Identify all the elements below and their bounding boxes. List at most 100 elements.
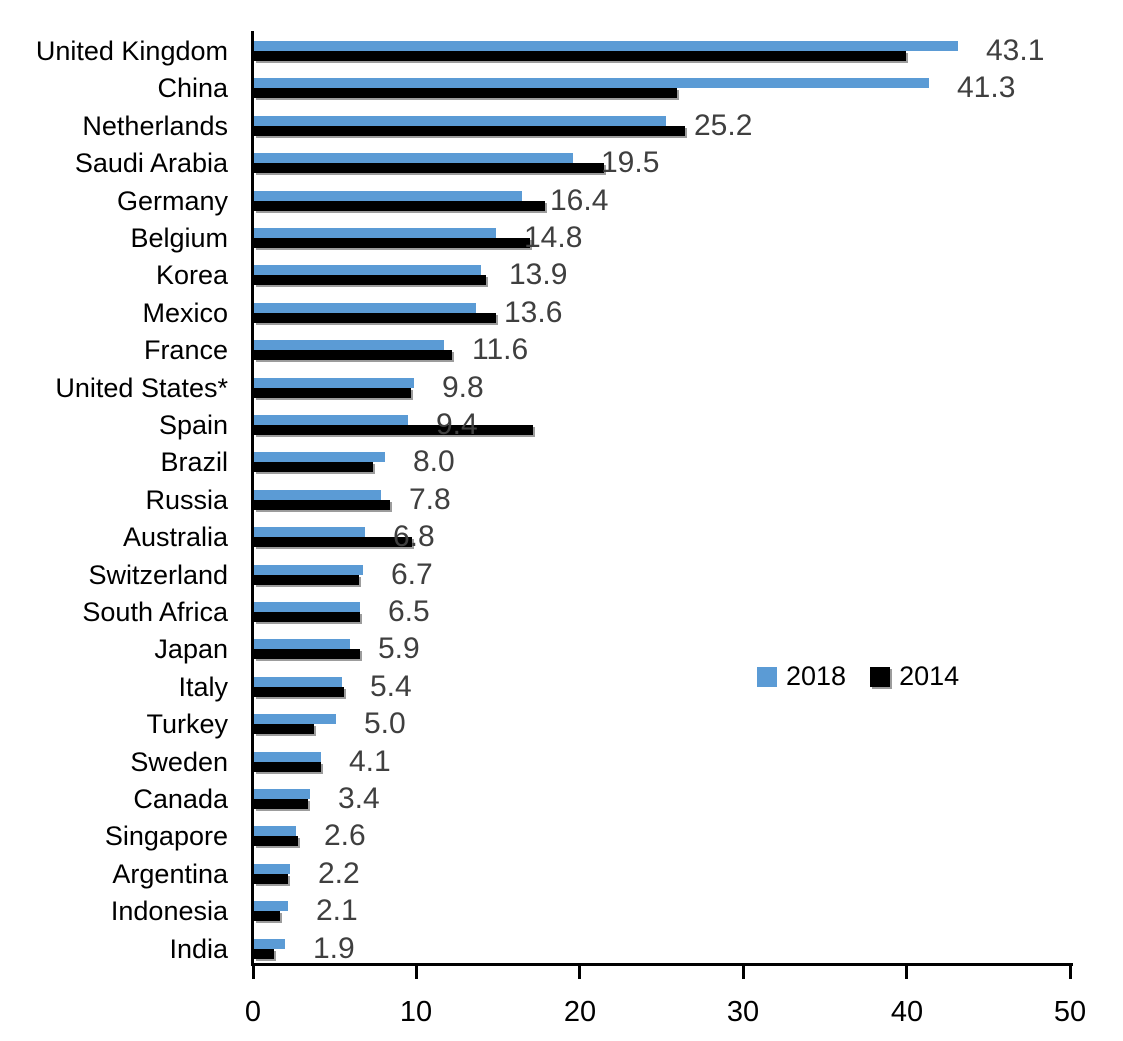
category-label-singapore: Singapore — [104, 821, 228, 852]
category-label-turkey: Turkey — [146, 709, 228, 740]
category-label-india: India — [169, 933, 228, 964]
value-label-switzerland: 6.7 — [391, 557, 433, 591]
category-label-brazil: Brazil — [160, 447, 228, 478]
bar-2018-united-states — [254, 377, 414, 388]
bar-2014-spain — [254, 425, 533, 435]
legend-swatch-2014-icon — [870, 666, 891, 687]
x-tick-label-50: 50 — [1053, 996, 1087, 1028]
category-label-japan: Japan — [154, 634, 228, 665]
value-label-germany: 16.4 — [550, 183, 609, 217]
category-label-france: France — [143, 335, 228, 366]
bar-2018-brazil — [254, 452, 385, 463]
value-label-brazil: 8.0 — [413, 445, 455, 479]
x-tick-20 — [578, 966, 581, 979]
bar-2018-russia — [254, 489, 381, 500]
x-tick-10 — [415, 966, 418, 979]
bar-2014-russia — [254, 499, 390, 510]
bar-2014-china — [254, 88, 677, 99]
value-label-united-states: 9.8 — [442, 370, 484, 404]
bar-2018-germany — [254, 190, 522, 201]
legend-swatch-2018-icon — [757, 666, 777, 687]
category-label-saudi-arabia: Saudi Arabia — [74, 148, 228, 179]
category-label-china: China — [157, 73, 228, 104]
value-label-saudi-arabia: 19.5 — [601, 146, 660, 180]
bar-2014-belgium — [254, 238, 530, 248]
category-label-argentina: Argentina — [112, 858, 228, 889]
value-label-italy: 5.4 — [370, 669, 412, 703]
category-label-sweden: Sweden — [130, 746, 228, 777]
bar-2018-japan — [254, 639, 350, 650]
bar-2018-singapore — [254, 826, 296, 837]
value-label-france: 11.6 — [472, 333, 529, 367]
legend-label-2014: 2014 — [899, 661, 960, 691]
bar-2014-canada — [254, 799, 308, 809]
bar-2018-united-kingdom — [254, 41, 958, 51]
value-label-belgium: 14.8 — [524, 221, 583, 254]
bar-2014-italy — [254, 686, 344, 697]
bar-2018-saudi-arabia — [254, 153, 573, 164]
category-label-spain: Spain — [158, 410, 228, 440]
value-label-south-africa: 6.5 — [388, 595, 430, 628]
bar-2014-singapore — [254, 836, 298, 847]
x-tick-0 — [252, 966, 255, 979]
value-label-sweden: 4.1 — [349, 744, 391, 778]
value-label-china: 41.3 — [957, 71, 1016, 105]
category-label-australia: Australia — [122, 522, 228, 553]
bar-2014-germany — [254, 200, 545, 211]
bar-2014-japan — [254, 649, 360, 660]
bar-2014-brazil — [254, 462, 373, 473]
bar-2014-united-kingdom — [254, 51, 906, 61]
value-label-russia: 7.8 — [409, 482, 451, 516]
value-label-korea: 13.9 — [509, 258, 568, 292]
value-label-canada: 3.4 — [338, 782, 380, 815]
bar-2014-sweden — [254, 761, 321, 772]
category-label-germany: Germany — [116, 185, 228, 216]
category-label-russia: Russia — [145, 484, 228, 515]
x-tick-30 — [742, 966, 745, 979]
bar-2018-indonesia — [254, 901, 288, 912]
value-label-india: 1.9 — [313, 931, 355, 965]
bar-2014-argentina — [254, 873, 288, 884]
bar-2018-canada — [254, 789, 310, 799]
bar-2018-netherlands — [254, 115, 666, 126]
x-tick-label-20: 20 — [563, 996, 597, 1028]
category-label-netherlands: Netherlands — [82, 110, 228, 141]
value-label-singapore: 2.6 — [324, 819, 366, 853]
bar-2014-netherlands — [254, 125, 685, 136]
legend-label-2018: 2018 — [786, 661, 847, 691]
x-axis-line — [251, 963, 1073, 966]
bar-2014-turkey — [254, 724, 314, 735]
bar-2018-sweden — [254, 751, 321, 762]
bar-2014-switzerland — [254, 574, 359, 585]
value-label-turkey: 5.0 — [364, 707, 406, 741]
value-label-mexico: 13.6 — [504, 295, 563, 329]
value-label-indonesia: 2.1 — [316, 894, 358, 928]
value-label-australia: 6.8 — [393, 520, 435, 554]
category-label-switzerland: Switzerland — [88, 559, 228, 590]
bar-2018-belgium — [254, 228, 496, 238]
x-tick-50 — [1069, 966, 1072, 979]
bar-2014-indonesia — [254, 911, 280, 922]
value-label-united-kingdom: 43.1 — [986, 34, 1045, 67]
bar-2014-france — [254, 350, 452, 361]
bar-2018-france — [254, 340, 444, 351]
bar-2014-mexico — [254, 312, 496, 323]
category-label-belgium: Belgium — [130, 223, 228, 253]
x-tick-label-10: 10 — [399, 996, 433, 1028]
x-tick-label-0: 0 — [244, 996, 262, 1028]
bar-2018-turkey — [254, 714, 336, 725]
value-label-spain: 9.4 — [436, 408, 478, 441]
legend: 2018 2014 — [757, 661, 959, 692]
category-label-italy: Italy — [178, 671, 228, 702]
bar-2018-south-africa — [254, 602, 360, 612]
bar-2018-switzerland — [254, 564, 363, 575]
bar-2014-saudi-arabia — [254, 163, 604, 174]
bar-2014-india — [254, 948, 274, 959]
category-label-united-states: United States* — [55, 372, 228, 403]
bar-2018-italy — [254, 676, 342, 687]
x-tick-label-30: 30 — [726, 996, 760, 1028]
bar-2018-china — [254, 78, 929, 89]
category-label-mexico: Mexico — [142, 297, 228, 328]
category-label-canada: Canada — [133, 784, 228, 814]
